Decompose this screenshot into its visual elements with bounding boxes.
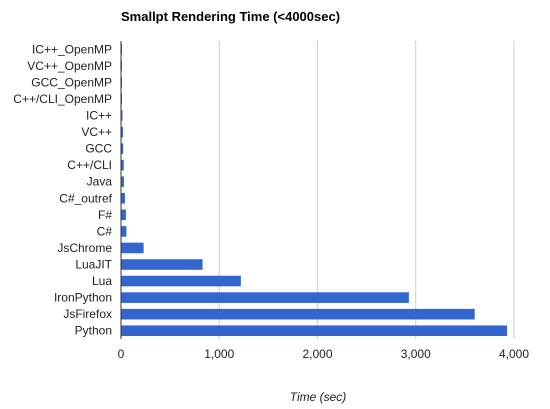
category-label: Python [75, 324, 112, 338]
bar-c- [121, 226, 127, 237]
x-tick-label: 4,000 [499, 347, 529, 361]
bar-vc- [121, 126, 123, 138]
category-label: Java [87, 175, 113, 189]
x-tick-label: 2,000 [302, 347, 332, 361]
x-tick-label: 3,000 [401, 347, 431, 361]
category-label: C++/CLI [67, 158, 112, 172]
category-label: Lua [92, 274, 112, 288]
bar-ic- [121, 110, 123, 121]
bar-jsfirefox [121, 308, 475, 320]
bar-gcc [121, 143, 124, 154]
category-label: F# [98, 208, 112, 222]
bar-ironpython [121, 292, 409, 303]
x-tick-label: 1,000 [204, 347, 234, 361]
category-label: C#_outref [59, 191, 112, 205]
category-label: JsChrome [57, 241, 112, 255]
x-axis-title: Time (sec) [290, 390, 347, 404]
bar-luajit [121, 259, 203, 270]
category-label: IC++_OpenMP [32, 42, 112, 56]
category-label: GCC [85, 142, 112, 156]
category-label: C# [97, 224, 113, 238]
chart-title: Smallpt Rendering Time (<4000sec) [121, 9, 340, 24]
category-label: C++/CLI_OpenMP [13, 92, 112, 106]
category-label: VC++ [81, 125, 112, 139]
category-label: IronPython [54, 291, 112, 305]
bar-lua [121, 275, 241, 287]
bar-java [121, 176, 124, 188]
category-label: JsFirefox [63, 307, 112, 321]
x-tick-label: 0 [118, 347, 125, 361]
category-label: GCC_OpenMP [31, 75, 112, 89]
bar-jschrome [121, 242, 144, 254]
category-label: VC++_OpenMP [27, 59, 112, 73]
category-label: IC++ [86, 109, 112, 123]
bar-f- [121, 209, 126, 221]
bar-c-outref [121, 192, 125, 204]
category-label: LuaJIT [75, 258, 112, 272]
bar-python [121, 325, 508, 337]
bar-c-cli [121, 159, 124, 171]
